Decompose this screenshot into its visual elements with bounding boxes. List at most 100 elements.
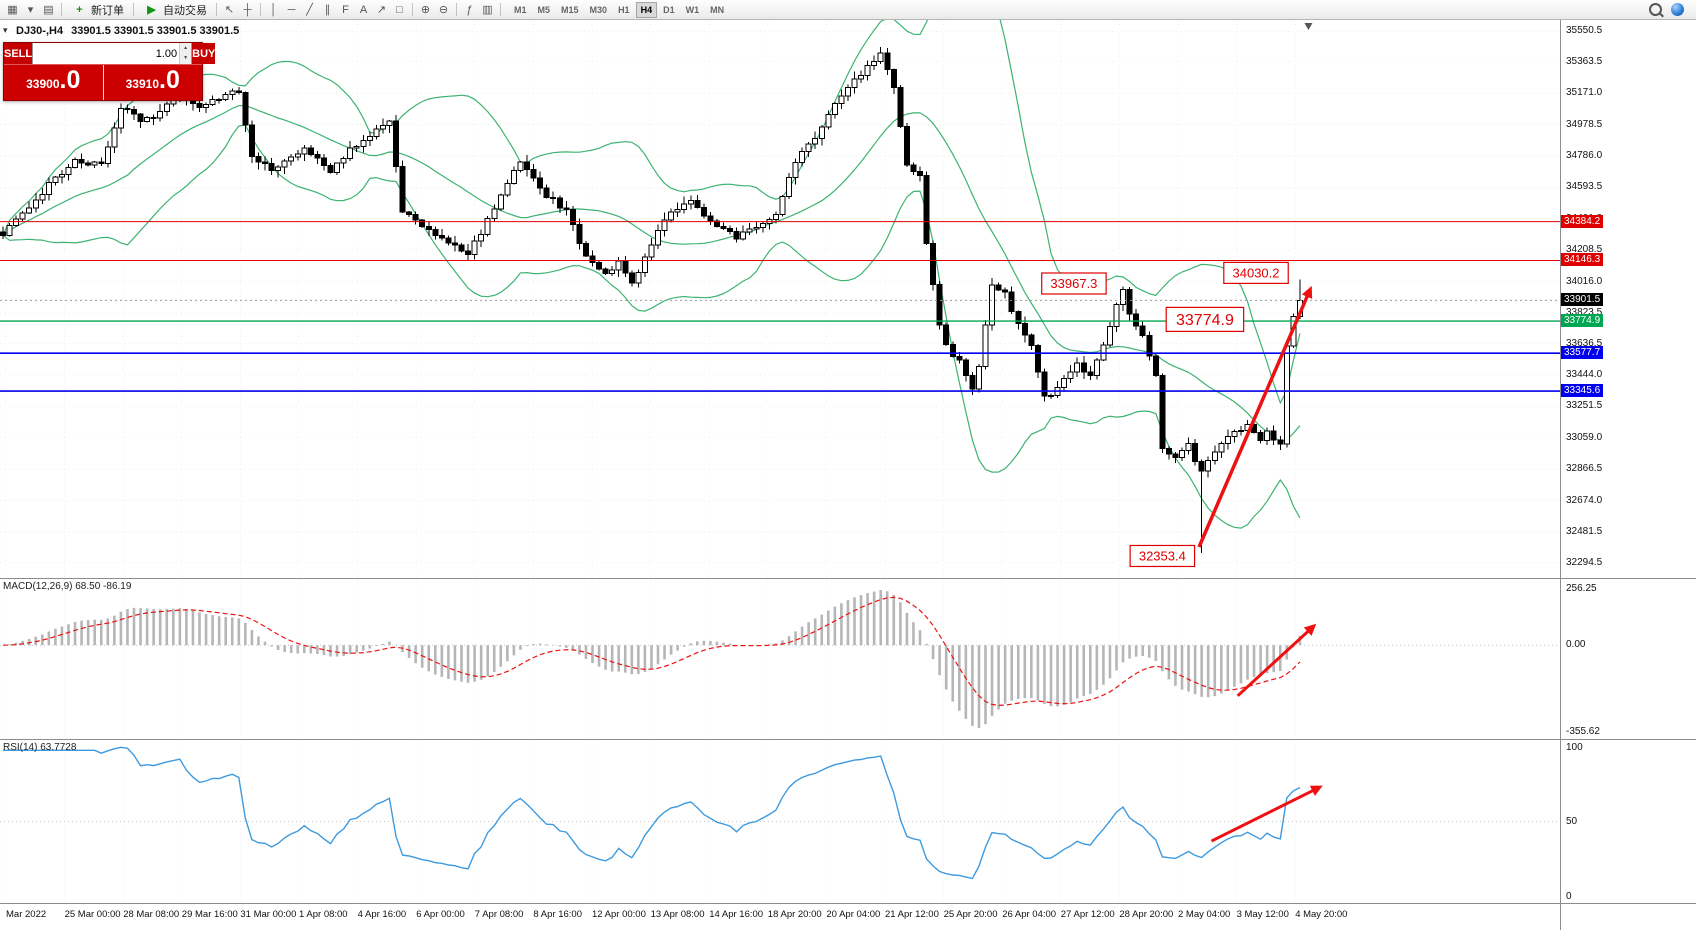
timeframe-w1[interactable]: W1 — [685, 4, 700, 15]
candle — [301, 144, 308, 162]
candle — [1231, 429, 1238, 443]
candle — [740, 225, 747, 241]
candle — [327, 162, 334, 174]
price-annotation[interactable]: 32353.4 — [1129, 544, 1196, 568]
one-click-toggle-icon[interactable]: ▾ — [3, 25, 8, 35]
candle — [1205, 456, 1212, 478]
time-label: Mar 2022 — [6, 909, 47, 920]
candle — [589, 250, 596, 267]
chart-canvas[interactable]: 33967.3 34030.2 33774.9 32353.4 — [0, 20, 1560, 578]
current-price-label: 33901.5 — [1561, 293, 1604, 307]
candle — [314, 151, 321, 164]
candle — [1106, 321, 1113, 347]
time-label: 29 Mar 16:00 — [181, 909, 238, 920]
macd-scale-label: 256.25 — [1566, 583, 1597, 594]
timeframe-h1[interactable]: H1 — [618, 4, 630, 15]
candle — [353, 144, 360, 153]
timeframe-mn[interactable]: MN — [710, 4, 725, 15]
search-icon[interactable] — [1649, 3, 1662, 16]
candle — [700, 203, 707, 219]
price-annotation[interactable]: 34030.2 — [1223, 261, 1289, 284]
macd-arrow[interactable] — [1236, 623, 1317, 697]
fibonacci-icon[interactable]: F — [342, 3, 349, 16]
candle — [386, 119, 393, 133]
candle — [262, 156, 268, 171]
candle — [550, 191, 557, 205]
horizontal-line-icon[interactable]: ─ — [287, 3, 296, 16]
candle — [727, 225, 734, 235]
candle — [111, 122, 118, 154]
new-order-button[interactable]: + 新订单 — [66, 2, 129, 18]
trend-arrow[interactable] — [1197, 285, 1313, 548]
candle — [668, 208, 675, 223]
price-annotation[interactable]: 33967.3 — [1041, 272, 1107, 295]
level-price-label: 34146.3 — [1561, 253, 1604, 267]
candle — [65, 164, 72, 181]
candle — [1218, 441, 1225, 458]
timeframe-d1[interactable]: D1 — [663, 4, 675, 15]
price-annotation[interactable]: 33774.9 — [1165, 306, 1245, 332]
lot-step-up-icon[interactable]: ▲ — [180, 43, 192, 54]
candle — [720, 222, 727, 231]
price-tick: 33636.5 — [1566, 337, 1603, 349]
macd-canvas[interactable] — [0, 579, 1560, 739]
time-label: 4 Apr 16:00 — [357, 909, 407, 920]
rsi-arrow[interactable] — [1210, 785, 1323, 843]
buy-price[interactable]: 33910 .0 — [103, 65, 202, 100]
price-axis[interactable]: 35550.5 35363.5 35171.0 34978.5 34786.0 34593… — [1560, 20, 1696, 930]
candle — [373, 124, 380, 140]
candle — [6, 222, 13, 237]
time-label: 18 Apr 20:00 — [767, 909, 822, 920]
templates-icon[interactable]: ▥ — [482, 4, 493, 16]
channel-icon[interactable]: ∥ — [324, 4, 331, 16]
sell-button[interactable]: SELL — [4, 43, 33, 64]
price-tick: 34593.5 — [1566, 181, 1603, 193]
indicators-icon[interactable]: ƒ — [466, 3, 473, 16]
rsi-scale-label: 0 — [1566, 891, 1572, 902]
toolbar-separator — [500, 3, 501, 16]
zoom-out-icon[interactable]: ⊖ — [438, 4, 449, 16]
arrows-tool-icon[interactable]: ↗ — [376, 4, 387, 16]
price-tick: 33251.5 — [1566, 400, 1603, 412]
candle — [818, 124, 825, 146]
timeframe-m5[interactable]: M5 — [537, 4, 551, 15]
lot-size-input[interactable] — [33, 43, 180, 64]
shapes-icon[interactable]: □ — [396, 3, 403, 16]
new-chart-icon[interactable]: ▦ — [7, 4, 18, 16]
cursor-icon[interactable]: ↖ — [224, 4, 235, 16]
auto-trading-button[interactable]: ▶ 自动交易 — [138, 2, 212, 18]
text-tool-icon[interactable]: A — [359, 3, 368, 16]
candle — [98, 157, 105, 166]
timeframe-h4[interactable]: H4 — [635, 1, 658, 18]
panel-separator[interactable] — [0, 739, 1696, 740]
candle — [242, 91, 249, 132]
timeframe-m1[interactable]: M1 — [514, 4, 527, 15]
candle — [759, 221, 766, 233]
candle — [19, 210, 26, 222]
community-icon[interactable] — [1671, 3, 1684, 16]
vertical-line-icon[interactable]: │ — [270, 3, 277, 16]
timeframe-m30[interactable]: M30 — [589, 4, 608, 15]
level-price-label: 34384.2 — [1561, 214, 1604, 228]
lot-step-down-icon[interactable]: ▼ — [180, 53, 192, 64]
zoom-in-icon[interactable]: ⊕ — [420, 4, 431, 16]
candle — [209, 95, 216, 107]
rsi-canvas[interactable] — [0, 740, 1560, 903]
trendline-icon[interactable]: ╱ — [306, 4, 313, 16]
time-axis[interactable]: Mar 2022 25 Mar 00:00 28 Mar 08:00 29 Mar 1… — [0, 904, 1560, 930]
rsi-scale-label: 100 — [1566, 742, 1583, 753]
candle — [1172, 451, 1179, 464]
panel-separator[interactable] — [0, 578, 1696, 579]
candle — [32, 193, 39, 213]
candle — [812, 131, 819, 149]
sell-price[interactable]: 33900 .0 — [4, 65, 104, 100]
chart-shift-marker[interactable] — [1304, 23, 1313, 30]
candle — [510, 166, 517, 185]
timeframe-m15[interactable]: M15 — [561, 4, 579, 15]
profiles-icon[interactable]: ▤ — [43, 4, 54, 16]
buy-button[interactable]: BUY — [192, 43, 216, 64]
candle — [1041, 368, 1048, 402]
macd-scale-label: 0.00 — [1566, 639, 1586, 651]
crosshair-icon[interactable]: ┼ — [243, 3, 252, 16]
chart-dropdown-icon[interactable]: ▾ — [27, 4, 34, 16]
